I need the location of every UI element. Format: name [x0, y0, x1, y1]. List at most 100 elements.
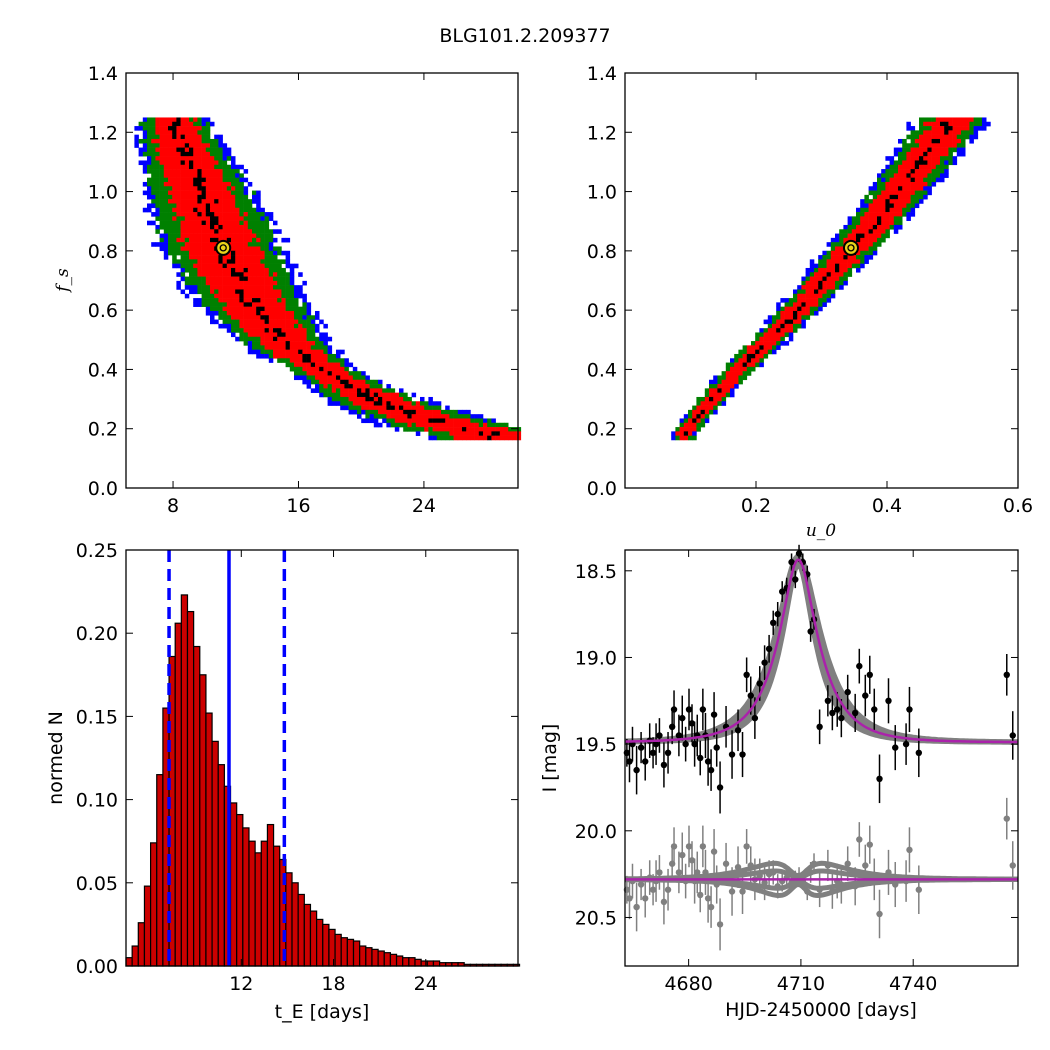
heat-cell-outer — [210, 315, 215, 320]
heat-cell-sigma2 — [260, 246, 265, 252]
residual-point — [824, 862, 832, 869]
heat-cell-best — [403, 409, 408, 415]
heat-cell-sigma2 — [159, 220, 165, 226]
heat-cell-sigma1 — [235, 259, 240, 264]
heat-cell-outer — [809, 259, 815, 264]
heat-cell-sigma1 — [176, 156, 181, 161]
heat-cell-sigma1 — [252, 323, 257, 329]
heat-cell-sigma2 — [830, 289, 836, 295]
heat-cell-sigma2 — [696, 396, 701, 402]
heat-cell-sigma1 — [814, 276, 819, 282]
heat-cell-outer — [180, 289, 186, 295]
heat-cell-best — [893, 194, 899, 200]
heat-cell-sigma1 — [197, 237, 202, 243]
heat-cell-sigma1 — [352, 401, 358, 406]
heat-cell-outer — [784, 298, 790, 303]
heat-cell-sigma1 — [273, 293, 278, 299]
heat-cell-outer — [940, 177, 945, 183]
heat-cell-outer — [172, 263, 177, 269]
data-point — [633, 766, 640, 774]
heat-cell-sigma1 — [193, 117, 198, 123]
heat-cell-sigma2 — [441, 435, 446, 441]
heat-cell-best — [231, 267, 236, 273]
heat-cell-sigma1 — [877, 212, 882, 217]
heat-cell-sigma1 — [746, 362, 752, 368]
heat-cell-sigma1 — [738, 366, 743, 372]
heat-cell-sigma2 — [163, 229, 169, 234]
heat-cell-sigma2 — [709, 384, 714, 389]
heat-cell-sigma2 — [877, 177, 882, 183]
heat-cell-sigma2 — [344, 401, 349, 406]
heat-cell-sigma2 — [239, 332, 244, 338]
heat-cell-sigma1 — [281, 302, 286, 307]
heat-cell-sigma1 — [247, 267, 253, 273]
heat-cell-best — [746, 358, 752, 363]
heat-cell-sigma2 — [235, 328, 240, 333]
heat-cell-sigma2 — [839, 242, 844, 247]
heat-cell-sigma1 — [415, 401, 421, 406]
heat-cell-sigma1 — [214, 276, 219, 282]
heat-cell-sigma2 — [315, 336, 320, 342]
heat-cell-sigma2 — [218, 315, 223, 320]
heat-cell-outer — [147, 220, 152, 226]
heat-cell-sigma1 — [357, 396, 362, 402]
heat-cell-best — [214, 220, 219, 226]
heat-cell-sigma1 — [180, 237, 186, 243]
heat-cell-sigma1 — [264, 285, 270, 290]
heat-cell-sigma2 — [927, 177, 932, 183]
heat-cell-sigma2 — [738, 375, 743, 381]
heat-cell-sigma2 — [281, 280, 286, 286]
heat-cell-sigma1 — [172, 177, 177, 183]
data-point — [1009, 732, 1016, 739]
heat-cell-outer — [218, 138, 223, 144]
heat-cell-sigma2 — [805, 276, 811, 282]
heat-cell-sigma1 — [898, 203, 903, 209]
heat-cell-best — [214, 199, 219, 204]
heat-cell-sigma1 — [226, 194, 232, 200]
heat-cell-outer — [365, 418, 370, 424]
heat-cell-sigma1 — [243, 220, 249, 226]
heat-cell-sigma2 — [268, 349, 274, 355]
heat-cell-sigma1 — [683, 427, 689, 432]
heat-cell-sigma1 — [180, 126, 186, 131]
heat-cell-sigma1 — [231, 224, 236, 230]
heat-cell-sigma2 — [222, 164, 228, 170]
heat-cell-sigma2 — [268, 250, 274, 256]
heat-cell-best — [835, 267, 840, 273]
heat-cell-sigma1 — [692, 409, 697, 415]
heat-cell-sigma1 — [814, 280, 819, 286]
heat-cell-sigma1 — [222, 276, 228, 282]
heat-cell-sigma1 — [319, 379, 324, 385]
heat-cell-sigma2 — [407, 396, 412, 402]
heat-cell-sigma2 — [142, 138, 148, 144]
heat-cell-sigma2 — [382, 388, 387, 393]
heat-cell-sigma2 — [260, 224, 265, 230]
heat-cell-sigma1 — [247, 319, 253, 325]
heat-cell-sigma1 — [415, 405, 421, 411]
heat-cell-outer — [906, 121, 911, 127]
data-point — [761, 659, 768, 666]
heat-cell-sigma2 — [256, 212, 261, 217]
heat-cell-sigma2 — [289, 366, 295, 372]
heat-cell-sigma1 — [919, 134, 924, 140]
heat-cell-sigma1 — [935, 121, 941, 127]
heat-cell-sigma1 — [172, 199, 177, 204]
data-point — [656, 732, 663, 739]
heat-cell-sigma1 — [205, 156, 211, 161]
heat-cell-sigma1 — [793, 306, 798, 312]
heat-cell-sigma2 — [289, 306, 295, 312]
heat-cell-sigma2 — [239, 328, 244, 333]
panel0-xtick-label: 16 — [286, 495, 310, 517]
heat-cell-sigma1 — [923, 173, 928, 178]
heat-cell-sigma1 — [407, 422, 412, 428]
heat-cell-sigma2 — [285, 272, 291, 277]
heat-cell-sigma1 — [193, 216, 198, 221]
heat-cell-sigma2 — [298, 366, 303, 372]
heat-cell-sigma2 — [725, 362, 731, 368]
panel0-ytick-label: 0.4 — [88, 359, 118, 381]
heat-cell-sigma2 — [751, 366, 756, 372]
heat-cell-sigma1 — [323, 384, 328, 389]
heat-cell-sigma1 — [898, 173, 903, 178]
heat-cell-sigma1 — [914, 138, 920, 144]
heat-cell-sigma1 — [231, 194, 236, 200]
